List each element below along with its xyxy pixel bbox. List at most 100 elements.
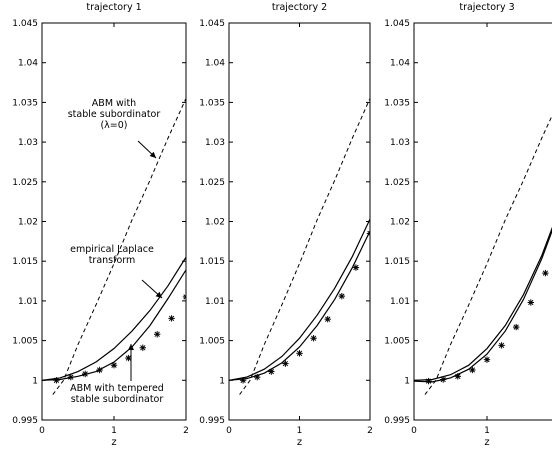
star-stroke — [484, 357, 490, 363]
y-tick-label: 1.03 — [18, 138, 38, 148]
y-tick-label: 1.035 — [199, 98, 225, 108]
x-tick-label: 0 — [226, 426, 232, 436]
star-marker — [425, 377, 432, 385]
star-stroke — [353, 264, 359, 271]
star-marker — [498, 342, 505, 349]
star-stroke — [183, 296, 186, 300]
star-marker — [454, 373, 461, 380]
annotation-text: empirical Laplace transform — [70, 244, 154, 266]
y-tick-label: 1.035 — [12, 98, 38, 108]
arrowhead — [149, 151, 156, 158]
plot-frame — [228, 22, 371, 421]
x-tick-label: 0 — [39, 426, 45, 436]
star-marker — [352, 264, 360, 271]
plot-frame — [413, 22, 552, 421]
annotation-line: empirical Laplace — [70, 244, 154, 255]
plot-data — [229, 98, 370, 395]
star-marker — [366, 230, 370, 237]
series-line-dashed — [424, 114, 552, 395]
star-stroke — [296, 350, 303, 356]
chart-title: trajectory 2 — [272, 2, 327, 13]
y-tick-label: 1.045 — [384, 19, 410, 29]
star-marker — [139, 344, 146, 351]
star-stroke — [528, 299, 534, 306]
panel-2: trajectory 2 0.995 1 1.005 1.01 1.015 1.02 1.02… — [199, 2, 373, 448]
y-tick-label: 1.04 — [18, 59, 38, 69]
star-marker — [282, 360, 289, 367]
y-tick-label: 1 — [219, 376, 225, 386]
annotation-line: ABM with — [92, 98, 136, 109]
y-tick-label: 1.025 — [384, 178, 410, 188]
star-marker — [310, 335, 317, 342]
annotation-text: ABM with tempered stable subordinator — [70, 383, 164, 405]
star-marker — [82, 370, 89, 378]
star-marker — [513, 323, 520, 331]
star-marker — [254, 373, 261, 381]
panel-3: trajectory 3 0.995 1 1.005 1.01 1.015 1.02 1.02… — [384, 2, 552, 448]
y-tick-label: 1.04 — [390, 59, 410, 69]
y-tick-label: 0.995 — [12, 416, 38, 426]
x-tick-label: 0 — [411, 426, 417, 436]
series-line-solid — [42, 256, 186, 381]
star-marker — [483, 356, 491, 363]
y-tick-label: 0.995 — [384, 416, 410, 426]
star-marker — [469, 366, 476, 374]
star-stroke — [68, 374, 74, 380]
star-stroke — [140, 345, 146, 351]
panel-1: trajectory 1 0.995 1 1.005 1.01 1.015 1.02 1.02… — [12, 2, 189, 448]
star-stroke — [154, 331, 160, 337]
annotation-line: stable subordinator — [68, 109, 161, 120]
x-axis-label: z — [484, 437, 489, 448]
star-stroke — [325, 316, 331, 322]
y-tick-label: 1.025 — [199, 178, 225, 188]
annotation-text: ABM with stable subordinator (λ=0) — [68, 98, 161, 131]
y-tick-label: 1.02 — [18, 218, 38, 228]
star-marker — [296, 350, 303, 357]
arrowhead — [128, 344, 134, 350]
y-tick-label: 1.03 — [390, 138, 410, 148]
star-stroke — [367, 230, 370, 235]
star-marker — [542, 269, 549, 277]
y-tick-label: 1.045 — [199, 19, 225, 29]
series-line-dashed — [52, 98, 186, 395]
annotation-line: transform — [89, 255, 136, 266]
star-stroke — [542, 270, 549, 276]
y-tick-label: 1.01 — [18, 297, 38, 307]
series-line-solid — [414, 226, 552, 381]
y-tick-label: 1.03 — [205, 138, 225, 148]
annotation-line: stable subordinator — [71, 394, 164, 405]
star-stroke — [425, 378, 432, 384]
annotation-line: ABM with tempered — [70, 383, 164, 394]
star-marker — [527, 299, 534, 306]
y-tick-label: 1.025 — [12, 178, 38, 188]
star-marker — [67, 373, 74, 381]
star-stroke — [240, 377, 246, 383]
annotation-line: (λ=0) — [100, 120, 127, 131]
star-stroke — [183, 294, 186, 298]
star-stroke — [96, 367, 103, 373]
star-stroke — [513, 324, 519, 330]
star-marker — [338, 292, 345, 300]
star-stroke — [455, 373, 461, 379]
star-stroke — [498, 342, 505, 349]
star-stroke — [282, 360, 289, 367]
y-tick-label: 0.995 — [199, 416, 225, 426]
y-tick-label: 1.015 — [199, 257, 225, 267]
star-stroke — [440, 376, 446, 383]
y-tick-label: 1 — [404, 376, 410, 386]
x-tick-label: 2 — [367, 426, 373, 436]
y-tick-label: 1.015 — [384, 257, 410, 267]
star-marker — [168, 315, 175, 322]
x-tick-label: 1 — [484, 426, 490, 436]
star-marker — [96, 366, 103, 374]
series-line-dashed — [239, 98, 370, 395]
star-marker — [182, 293, 186, 301]
star-marker — [125, 354, 132, 362]
star-stroke — [339, 293, 345, 299]
star-stroke — [268, 368, 274, 375]
y-tick-label: 1.045 — [12, 19, 38, 29]
y-tick-label: 1.02 — [390, 218, 410, 228]
star-marker — [110, 362, 118, 369]
arrowhead — [155, 291, 162, 298]
